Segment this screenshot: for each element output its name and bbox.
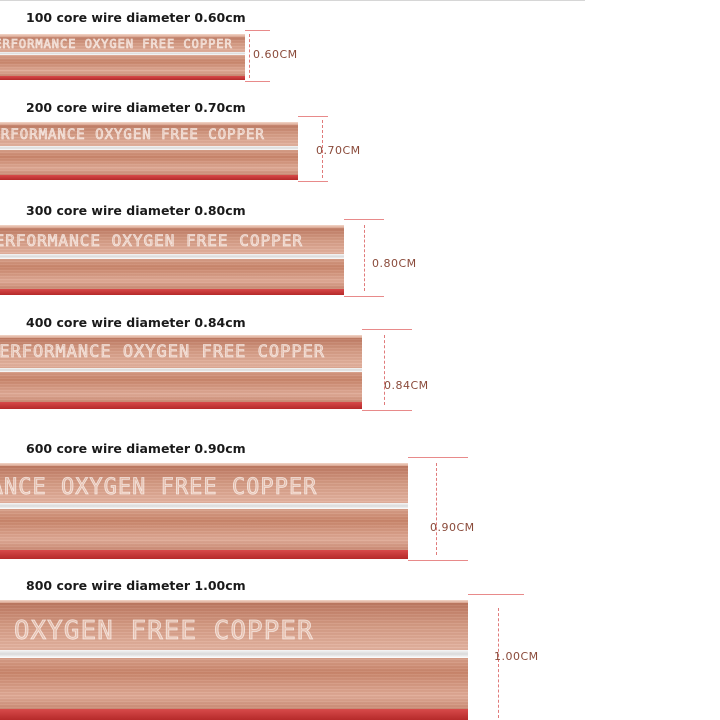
wire-lettering: PERFORMANCE OXYGEN FREE COPPER xyxy=(0,231,303,251)
wire-lettering: PERFORMANCE OXYGEN FREE COPPER xyxy=(0,127,265,144)
wire-lettering: PERFORMANCE OXYGEN FREE COPPER xyxy=(0,37,233,52)
spec-caption: 100 core wire diameter 0.60cm xyxy=(26,10,246,25)
diameter-label: 0.84CM xyxy=(384,379,429,392)
diameter-bracket: 0.84CM xyxy=(362,329,452,411)
wire-sample-image: PERFORMANCE OXYGEN FREE COPPER xyxy=(0,225,344,295)
wire-lettering: PERFORMANCE OXYGEN FREE COPPER xyxy=(0,342,326,363)
spec-caption: 300 core wire diameter 0.80cm xyxy=(26,203,246,218)
diameter-label: 0.60CM xyxy=(253,48,298,61)
diameter-label: 0.90CM xyxy=(430,521,475,534)
diameter-label: 0.70CM xyxy=(316,144,361,157)
diameter-bracket: 0.60CM xyxy=(245,30,325,82)
diameter-label: 0.80CM xyxy=(372,257,417,270)
wire-sample-image: PERFORMANCE OXYGEN FREE COPPER xyxy=(0,34,245,80)
spec-caption: 600 core wire diameter 0.90cm xyxy=(26,441,246,456)
wire-lettering: PERFORMANCE OXYGEN FREE COPPER xyxy=(0,616,314,647)
diameter-bracket: 1.00CM xyxy=(468,594,558,720)
wire-lettering: PERFORMANCE OXYGEN FREE COPPER xyxy=(0,475,318,501)
wire-sample-image: PERFORMANCE OXYGEN FREE COPPER xyxy=(0,335,362,409)
diameter-bracket: 0.90CM xyxy=(408,457,498,561)
diameter-bracket: 0.70CM xyxy=(298,116,388,182)
top-divider xyxy=(0,0,585,1)
wire-sample-image: PERFORMANCE OXYGEN FREE COPPER xyxy=(0,600,468,720)
wire-sample-image: PERFORMANCE OXYGEN FREE COPPER xyxy=(0,122,298,180)
spec-caption: 800 core wire diameter 1.00cm xyxy=(26,578,246,593)
spec-caption: 200 core wire diameter 0.70cm xyxy=(26,100,246,115)
spec-caption: 400 core wire diameter 0.84cm xyxy=(26,315,246,330)
diameter-bracket: 0.80CM xyxy=(344,219,434,297)
wire-sample-image: PERFORMANCE OXYGEN FREE COPPER xyxy=(0,463,408,559)
diameter-label: 1.00CM xyxy=(494,650,539,663)
